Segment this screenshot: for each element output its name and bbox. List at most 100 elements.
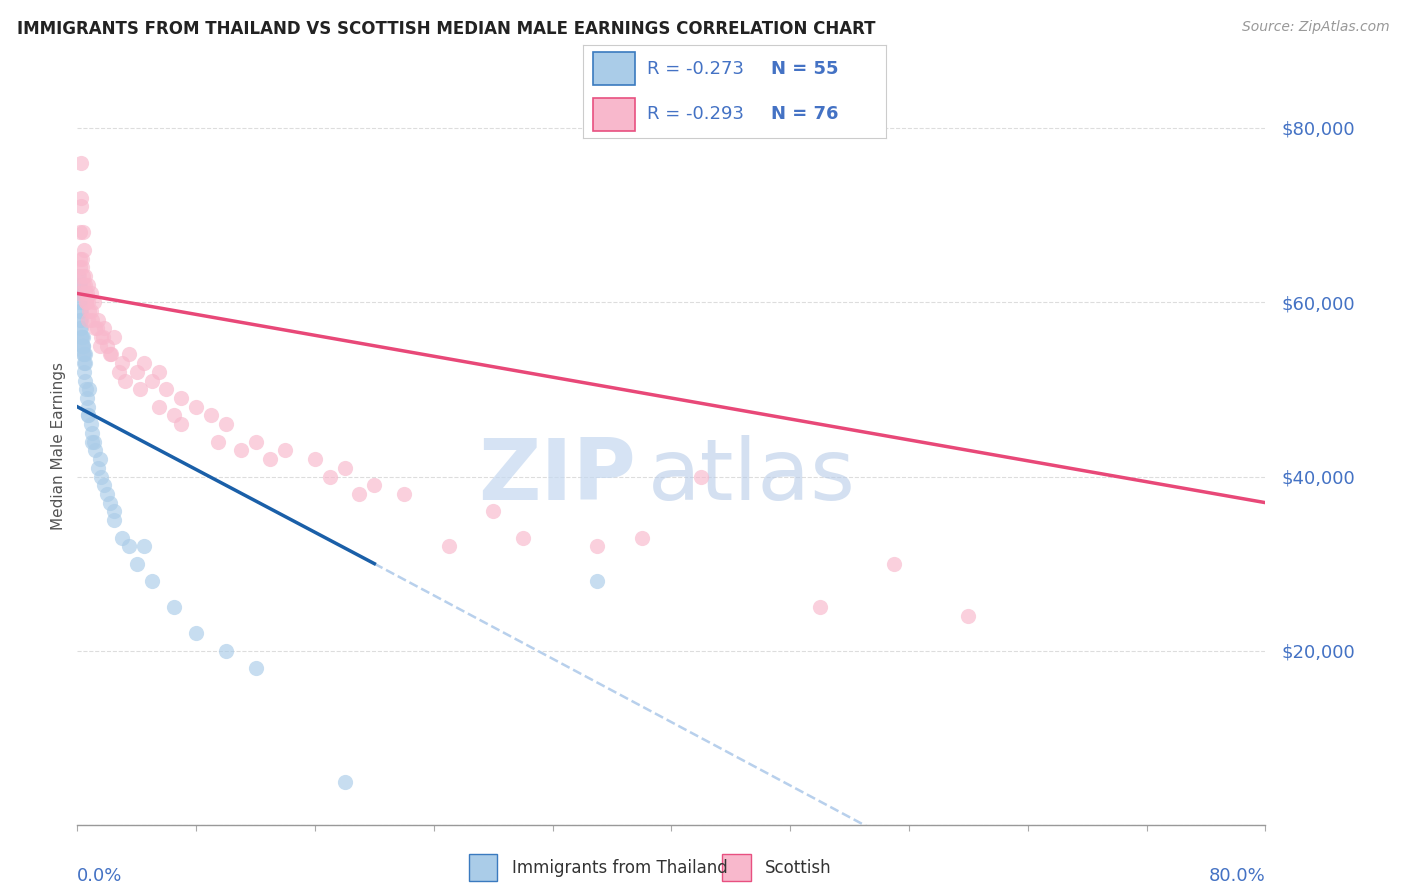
Point <box>274 443 297 458</box>
Point <box>96 487 118 501</box>
Point <box>83 434 105 449</box>
Point <box>70 330 93 344</box>
Point <box>586 539 609 553</box>
Point <box>76 277 98 292</box>
Point <box>207 434 229 449</box>
Point <box>75 382 97 396</box>
Point <box>67 286 90 301</box>
Point <box>215 417 238 432</box>
Point <box>437 539 460 553</box>
Point <box>363 478 385 492</box>
Text: N = 76: N = 76 <box>770 105 838 123</box>
Point <box>89 452 111 467</box>
Point <box>111 531 134 545</box>
Point <box>100 347 122 361</box>
Point <box>75 374 97 388</box>
Point <box>70 339 93 353</box>
Point <box>72 277 94 292</box>
Point <box>70 199 93 213</box>
Point <box>70 312 93 326</box>
Point <box>215 644 238 658</box>
Point <box>80 417 103 432</box>
Text: R = -0.293: R = -0.293 <box>647 105 744 123</box>
Text: 80.0%: 80.0% <box>1209 867 1265 885</box>
Point <box>67 268 90 283</box>
Point <box>87 312 110 326</box>
Point <box>72 339 94 353</box>
Point <box>245 434 267 449</box>
Point <box>69 226 91 240</box>
Point <box>86 321 108 335</box>
Point <box>200 409 222 423</box>
Point <box>73 347 96 361</box>
Point <box>690 469 713 483</box>
Text: IMMIGRANTS FROM THAILAND VS SCOTTISH MEDIAN MALE EARNINGS CORRELATION CHART: IMMIGRANTS FROM THAILAND VS SCOTTISH MED… <box>17 20 876 37</box>
Text: R = -0.273: R = -0.273 <box>647 60 744 78</box>
Point <box>73 277 96 292</box>
Point <box>134 356 156 370</box>
Point <box>118 347 141 361</box>
Point <box>103 330 125 344</box>
Text: Scottish: Scottish <box>765 859 832 877</box>
Point <box>89 339 111 353</box>
Point <box>69 295 91 310</box>
Point <box>512 531 534 545</box>
Point <box>75 295 97 310</box>
Point <box>72 268 94 283</box>
Point <box>349 487 371 501</box>
Point <box>75 268 97 283</box>
Point <box>72 339 94 353</box>
Point <box>77 295 100 310</box>
FancyBboxPatch shape <box>723 855 751 881</box>
Point <box>73 286 96 301</box>
Point <box>229 443 252 458</box>
Point <box>118 539 141 553</box>
Point <box>155 382 177 396</box>
Point <box>77 382 100 396</box>
Point <box>186 400 208 414</box>
Point <box>125 557 148 571</box>
Point <box>98 496 121 510</box>
Point <box>73 365 96 379</box>
Point <box>72 347 94 361</box>
Point <box>148 365 170 379</box>
Point <box>93 478 115 492</box>
Point <box>70 321 93 335</box>
Point <box>69 155 91 169</box>
Point <box>114 374 136 388</box>
Point <box>80 304 103 318</box>
Point <box>80 286 103 301</box>
Point <box>77 304 100 318</box>
Point <box>304 452 326 467</box>
Point <box>73 356 96 370</box>
Point <box>91 330 114 344</box>
Point <box>70 191 93 205</box>
Point <box>111 356 134 370</box>
Point <box>77 409 100 423</box>
Point <box>333 774 356 789</box>
Point <box>482 504 505 518</box>
Point <box>72 226 94 240</box>
Point <box>186 626 208 640</box>
Point <box>72 347 94 361</box>
Point <box>83 295 105 310</box>
Point <box>82 312 104 326</box>
Point <box>75 295 97 310</box>
Point <box>69 260 91 275</box>
Point <box>67 286 90 301</box>
Point <box>76 391 98 405</box>
Point <box>148 400 170 414</box>
Point <box>67 277 90 292</box>
Point <box>90 469 112 483</box>
Point <box>84 321 107 335</box>
Text: 0.0%: 0.0% <box>77 867 122 885</box>
Point <box>69 312 91 326</box>
Point <box>70 330 93 344</box>
Point <box>73 356 96 370</box>
Point <box>70 252 93 266</box>
Point <box>808 600 831 615</box>
Point <box>82 434 104 449</box>
Text: Immigrants from Thailand: Immigrants from Thailand <box>512 859 727 877</box>
FancyBboxPatch shape <box>468 855 498 881</box>
Point <box>67 268 90 283</box>
